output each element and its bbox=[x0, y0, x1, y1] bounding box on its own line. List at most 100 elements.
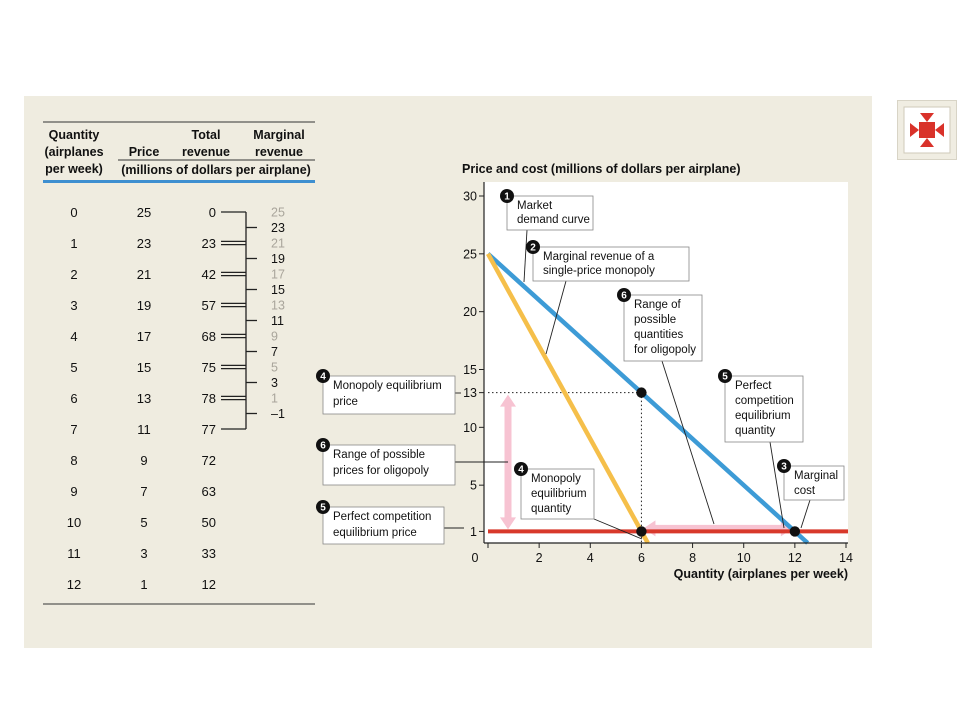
annotation-text: quantities bbox=[634, 329, 683, 341]
y-tick-label: 5 bbox=[470, 479, 477, 493]
table-cell-total-revenue: 63 bbox=[202, 484, 216, 499]
annotation-number-badge bbox=[500, 189, 514, 203]
annotation-number-badge bbox=[514, 462, 528, 476]
annotation-number: 1 bbox=[504, 192, 510, 203]
annotation-leader bbox=[661, 360, 715, 525]
annotation-text: Marginal bbox=[794, 470, 838, 482]
table-cell-price: 5 bbox=[140, 515, 147, 530]
x-tick-label: 14 bbox=[839, 551, 853, 565]
x-tick-label: 10 bbox=[737, 551, 751, 565]
x-tick-label: 12 bbox=[788, 551, 802, 565]
table-cell-price: 7 bbox=[140, 484, 147, 499]
annotation-number-badge bbox=[617, 288, 631, 302]
marginal-revenue-value: 7 bbox=[271, 345, 278, 359]
table-cell-total-revenue: 72 bbox=[202, 453, 216, 468]
table-cell-total-revenue: 68 bbox=[202, 329, 216, 344]
annotation-callout: 5 Perfect competition equilibrium quantity bbox=[718, 369, 804, 529]
annotation-number: 4 bbox=[518, 465, 524, 476]
header-quantity-1: Quantity bbox=[49, 128, 100, 142]
table-cell-total-revenue: 75 bbox=[202, 360, 216, 375]
table-cell-quantity: 4 bbox=[70, 329, 77, 344]
annotation-number-badge bbox=[316, 438, 330, 452]
y-tick-label: 10 bbox=[463, 421, 477, 435]
header-price: Price bbox=[129, 145, 160, 159]
table-cell-price: 3 bbox=[140, 546, 147, 561]
annotation-text: competition bbox=[735, 395, 794, 407]
annotation-leader bbox=[800, 499, 811, 529]
table-cell-price: 23 bbox=[137, 236, 151, 251]
annotation-text: cost bbox=[794, 485, 816, 497]
annotation-box bbox=[532, 246, 690, 282]
table-cell-price: 15 bbox=[137, 360, 151, 375]
annotation-number: 5 bbox=[320, 503, 326, 514]
annotation-text: prices for oligopoly bbox=[333, 465, 429, 477]
annotation-number-badge bbox=[526, 240, 540, 254]
table-cell-quantity: 5 bbox=[70, 360, 77, 375]
x-tick-label: 4 bbox=[587, 551, 594, 565]
data-table: Quantity (airplanes per week) Price Tota… bbox=[43, 121, 315, 605]
table-cell-quantity: 6 bbox=[70, 391, 77, 406]
table-cell-quantity: 3 bbox=[70, 298, 77, 313]
annotation-box bbox=[506, 195, 594, 231]
marginal-revenue-value: –1 bbox=[271, 407, 285, 421]
annotation-text: Perfect competition bbox=[333, 511, 431, 523]
figure-canvas: Quantity (airplanes per week) Price Tota… bbox=[43, 121, 853, 605]
annotation-number-badge bbox=[316, 369, 330, 383]
annotation-text: Perfect bbox=[735, 380, 772, 392]
table-cell-quantity: 9 bbox=[70, 484, 77, 499]
table-cell-quantity: 2 bbox=[70, 267, 77, 282]
annotation-leader bbox=[545, 280, 567, 355]
table-cell-price: 11 bbox=[137, 422, 151, 437]
header-units: (millions of dollars per airplane) bbox=[121, 163, 311, 177]
annotation-box bbox=[520, 468, 595, 520]
annotation-text: Market bbox=[517, 200, 553, 212]
marginal-revenue-value: 25 bbox=[271, 206, 285, 220]
annotations: 1 Market demand curve 2 Marginal revenue of … bbox=[316, 189, 845, 545]
marginal-revenue-value: 21 bbox=[271, 237, 285, 251]
annotation-box bbox=[623, 294, 703, 362]
table-cell-price: 19 bbox=[137, 298, 151, 313]
marginal-revenue-value: 1 bbox=[271, 392, 278, 406]
table-cell-quantity: 12 bbox=[67, 577, 81, 592]
annotation-text: quantity bbox=[531, 503, 572, 515]
annotation-callout: 1 Market demand curve bbox=[500, 189, 594, 283]
price-range-arrow-head bbox=[500, 394, 516, 407]
annotation-callout: 4 Monopoly equilibrium price bbox=[316, 369, 461, 415]
figure-panel: Quantity (airplanes per week) Price Tota… bbox=[24, 96, 872, 648]
annotation-number: 6 bbox=[621, 291, 627, 302]
table-cell-total-revenue: 0 bbox=[209, 205, 216, 220]
annotation-number: 2 bbox=[530, 243, 536, 254]
series-lines bbox=[486, 252, 848, 545]
annotation-text: equilibrium bbox=[531, 488, 587, 500]
annotation-callout: 3 Marginal cost bbox=[777, 459, 845, 529]
expand-figure-button[interactable] bbox=[897, 100, 957, 160]
header-total-revenue-2: revenue bbox=[182, 145, 230, 159]
y-tick-label: 30 bbox=[463, 190, 477, 204]
annotation-box bbox=[322, 375, 456, 415]
annotation-number: 4 bbox=[320, 372, 326, 383]
table-cell-quantity: 11 bbox=[67, 546, 81, 561]
header-quantity-2: (airplanes bbox=[44, 145, 103, 159]
annotation-text: price bbox=[333, 396, 358, 408]
marginal-revenue-value: 5 bbox=[271, 361, 278, 375]
annotation-text: Monopoly bbox=[531, 473, 581, 485]
annotation-callout: 6 Range of possible quantities for oligopoly bbox=[617, 288, 715, 525]
annotation-text: Range of possible bbox=[333, 449, 425, 461]
annotation-leader bbox=[523, 229, 528, 283]
table-cell-price: 9 bbox=[140, 453, 147, 468]
annotation-text: Marginal revenue of a bbox=[543, 251, 655, 263]
chart: Price and cost (millions of dollars per … bbox=[316, 162, 853, 581]
x-tick-label: 8 bbox=[689, 551, 696, 565]
x-tick-label: 6 bbox=[638, 551, 645, 565]
annotation-box bbox=[783, 465, 845, 501]
table-cell-price: 25 bbox=[137, 205, 151, 220]
table-cell-quantity: 10 bbox=[67, 515, 81, 530]
y-tick-label: 20 bbox=[463, 305, 477, 319]
annotation-box bbox=[322, 444, 456, 486]
header-total-revenue-1: Total bbox=[192, 128, 221, 142]
header-quantity-3: per week) bbox=[45, 162, 103, 176]
header-marginal-revenue-2: revenue bbox=[255, 145, 303, 159]
header-marginal-revenue-1: Marginal bbox=[253, 128, 304, 142]
annotation-number: 5 bbox=[722, 372, 728, 383]
